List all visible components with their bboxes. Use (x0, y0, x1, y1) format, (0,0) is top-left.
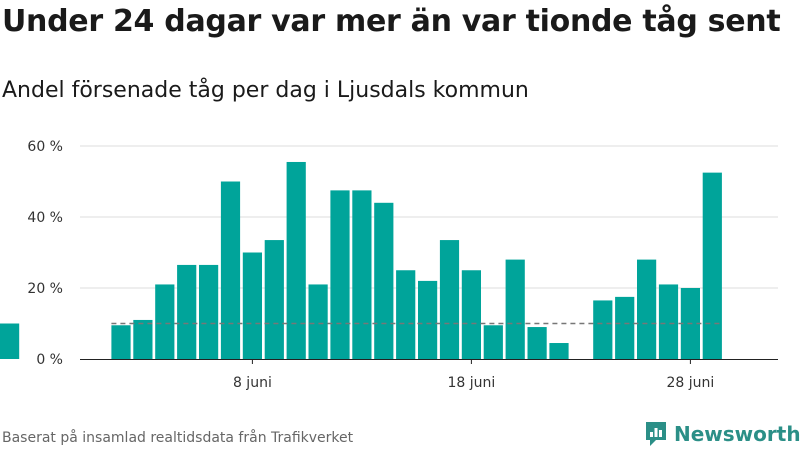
bars (0, 161, 722, 360)
bar (264, 240, 284, 359)
bar (549, 343, 569, 359)
source-note: Baserat på insamlad realtidsdata från Tr… (2, 430, 354, 446)
bar (374, 202, 394, 359)
bar (615, 296, 635, 360)
bar (199, 264, 219, 359)
chart-subtitle: Andel försenade tåg per dag i Ljusdals k… (2, 78, 529, 103)
bar-chart: 0 % 20 % 40 % 60 % 8 juni 18 juni 28 juni (0, 139, 778, 391)
bar (177, 264, 197, 359)
bar (0, 323, 20, 359)
bar (483, 325, 503, 359)
x-tick-label: 28 juni (667, 375, 715, 391)
bar (352, 190, 372, 360)
bar (220, 181, 241, 359)
bar (439, 240, 460, 359)
x-axis (80, 359, 778, 364)
x-tick-labels: 8 juni 18 juni 28 juni (233, 375, 714, 391)
y-tick-label: 20 % (27, 281, 63, 297)
bar (658, 284, 679, 359)
y-tick-label: 40 % (27, 210, 63, 226)
x-tick-label: 8 juni (233, 375, 272, 391)
bar (133, 319, 153, 359)
bar (286, 161, 306, 359)
bar (637, 259, 657, 359)
y-tick-label: 60 % (27, 139, 63, 155)
bar (527, 327, 547, 359)
bar (308, 284, 328, 359)
bar (155, 284, 175, 359)
bar (396, 270, 416, 359)
y-tick-label: 0 % (36, 352, 63, 368)
bar (593, 300, 613, 359)
bar (418, 280, 438, 359)
y-tick-labels: 0 % 20 % 40 % 60 % (27, 139, 63, 368)
bar (111, 325, 131, 359)
bar (505, 259, 525, 359)
bar (242, 252, 262, 359)
bar (330, 190, 350, 360)
newsworthy-logo-icon (646, 422, 666, 446)
newsworthy-logo: Newsworthy (644, 419, 800, 449)
bar (461, 270, 481, 359)
brand-name: Newsworthy (674, 422, 800, 446)
bar (702, 172, 722, 360)
chart-title: Under 24 dagar var mer än var tionde tåg… (2, 4, 781, 39)
x-tick-label: 18 juni (448, 375, 496, 391)
